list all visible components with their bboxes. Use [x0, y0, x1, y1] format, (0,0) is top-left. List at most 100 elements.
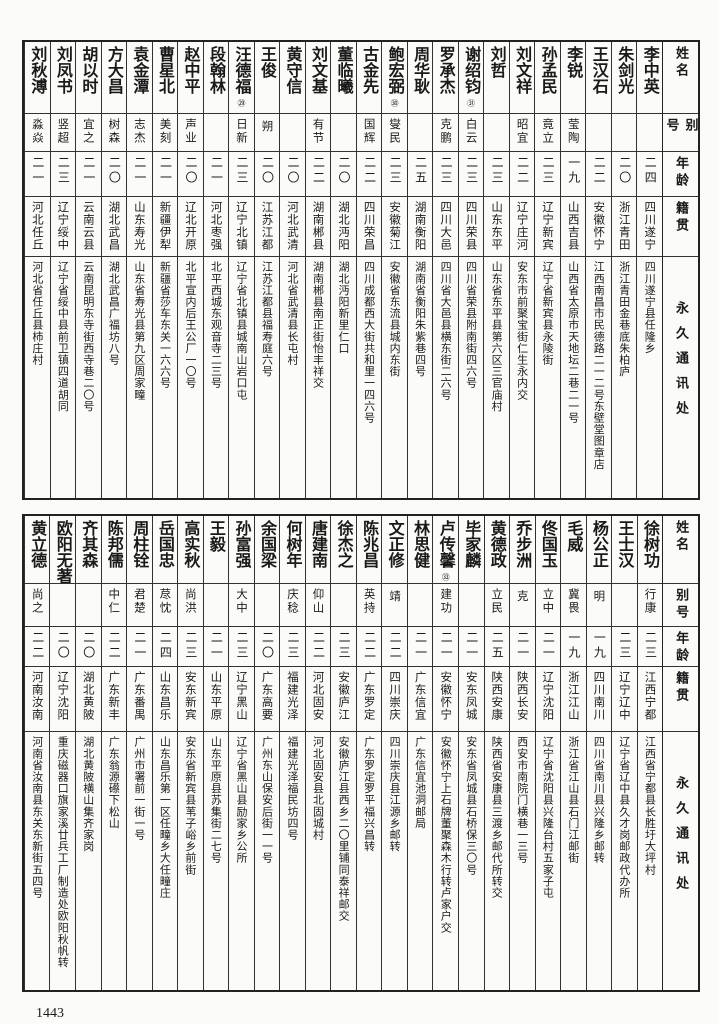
person-column: 余国梁 二〇 广东高要 广州东山保安后街一一号 — [253, 516, 280, 990]
person-column: 欧阳无著 二〇 辽宁沈阳 重庆磁器口旗家溪廿兵工厂制造处欧阳秋帆转 — [49, 516, 75, 990]
alias-cell — [331, 584, 356, 627]
age-cell: 二二 — [356, 152, 382, 197]
hometown-cell: 河北枣强 — [203, 197, 229, 257]
person-column: 袁金潭 志杰 二一 山东寿光 山东省寿光县第九区周家疃 — [126, 42, 152, 498]
hometown-cell: 河北任丘 — [25, 197, 50, 257]
age-text: 二一 — [209, 156, 224, 186]
person-column: 刘秋溥 淼焱 二一 河北任丘 河北省任丘县柿庄村 — [24, 42, 50, 498]
address-text: 北平西城东观音寺二三号 — [209, 261, 223, 389]
address-text: 河北省武清县长屯村 — [286, 261, 300, 366]
alias-cell: 国辉 — [356, 114, 382, 152]
alias-text: 燮民 — [388, 118, 403, 145]
address-cell: 四川省大邑县横东街二六号 — [433, 257, 458, 498]
name-cell: 陈邦儒 — [101, 516, 127, 584]
address-cell: 安徽怀宁上石牌董聚森木行转卢家户交 — [433, 732, 458, 990]
age-cell: 二二 — [305, 627, 331, 667]
age-text: 二三 — [464, 156, 479, 186]
address-text: 四川省荣县附南街四六号 — [464, 261, 478, 389]
alias-cell: 克 — [510, 584, 535, 627]
alias-cell: 立中 — [535, 584, 561, 627]
person-column: 刘哲二三 山东东平山东省东平县第六区三官庙村 — [483, 42, 509, 498]
name-text: 黄立德 — [28, 520, 48, 568]
age-text: 二二 — [592, 156, 607, 186]
person-column: 何树年 庆稔 二三 福建光泽 福建光泽福民坊四号 — [279, 516, 305, 990]
hometown-text: 广东番禺 — [132, 671, 147, 721]
footnote-marker: ㉙ — [237, 99, 246, 108]
hometown-cell: 辽宁沈阳 — [535, 667, 561, 732]
address-text: 新疆省莎车东关一六六号 — [158, 261, 172, 389]
address-text: 北平宣内后王公厂一〇号 — [183, 261, 197, 389]
age-cell: 二三 — [458, 152, 484, 197]
age-text: 二〇 — [286, 156, 301, 186]
age-cell: 二二 — [101, 627, 127, 667]
age-cell: 二三 — [637, 627, 663, 667]
address-cell: 北平西城东观音寺二三号 — [204, 257, 229, 498]
name-text: 岳国忠 — [155, 520, 175, 568]
age-cell: 二三 — [484, 152, 509, 197]
name-text: 孙孟民 — [538, 46, 558, 94]
header-label: 别号 — [663, 118, 698, 135]
hometown-cell: 四川荣昌 — [356, 197, 382, 257]
hometown-text: 四川荣昌 — [362, 201, 377, 251]
alias-text: 国辉 — [362, 118, 377, 145]
hometown-cell: 陕西长安 — [510, 667, 535, 732]
address-cell: 广州市署前一街一号 — [127, 732, 152, 990]
address-cell: 广东信宜池洞邮局 — [408, 732, 433, 990]
name-text: 孙富强 — [232, 520, 252, 568]
name-text: 周柱铨 — [130, 520, 150, 568]
hometown-text: 安徽菊江 — [388, 201, 403, 251]
name-cell: 刘哲 — [484, 42, 509, 114]
address-text: 山东省东平县第六区三官庙村 — [490, 261, 504, 412]
hometown-text: 浙江青田 — [617, 201, 632, 251]
address-text: 安徽庐江县西乡二〇里铺同泰祥邮交 — [337, 736, 351, 922]
age-cell: 二一 — [510, 627, 535, 667]
person-column: 毕家麟 二一 安东凤城 安东省凤城县石桥保三〇号 — [457, 516, 484, 990]
name-text: 齐其森 — [79, 520, 99, 568]
address-cell: 湖北武昌广福坊八号 — [102, 257, 127, 498]
name-cell: 毕家麟 — [458, 516, 484, 584]
hometown-text: 辽宁绥中 — [56, 201, 71, 251]
age-text: 二〇 — [260, 631, 275, 661]
person-column: 李中英 二四 四川遂宁 四川遂宁县任隆乡 — [636, 42, 662, 498]
name-text: 黄守信 — [283, 46, 303, 94]
name-text: 乔步洲 — [513, 520, 533, 568]
header-cell-address: 永久通讯处 — [663, 257, 698, 498]
person-column: 周华耿 二五 湖南衡阳 湖南省衡阳朱紫巷四号 — [406, 42, 433, 498]
hometown-cell: 广东信宜 — [407, 667, 433, 732]
name-cell: 岳国忠 — [152, 516, 178, 584]
alias-cell — [612, 584, 637, 627]
name-cell: 刘文祥 — [509, 42, 535, 114]
age-text: 二一 — [541, 631, 556, 661]
address-text: 广东翁源礤下松山 — [107, 736, 121, 829]
age-cell: 二三 — [382, 152, 407, 197]
age-cell: 二一 — [203, 627, 229, 667]
hometown-cell: 湖南衡阳 — [407, 197, 433, 257]
alias-cell: 燮民 — [382, 114, 407, 152]
name-text: 罗承杰 — [436, 46, 456, 94]
alias-cell: 庆稔 — [280, 584, 305, 627]
name-cell: 曹星北 — [152, 42, 178, 114]
hometown-text: 四川南川 — [592, 671, 607, 721]
alias-cell: 美刻 — [152, 114, 178, 152]
hometown-cell: 辽宁绥中 — [50, 197, 76, 257]
hometown-cell: 山东东平 — [484, 197, 509, 257]
age-text: 二二 — [515, 156, 530, 186]
hometown-cell: 湖北武昌 — [101, 197, 127, 257]
alias-cell: 树森 — [101, 114, 127, 152]
name-cell: 孙孟民 — [535, 42, 560, 114]
hometown-cell: 湖北黄陂 — [76, 667, 101, 732]
hometown-text: 湖北武昌 — [107, 201, 122, 251]
hometown-text: 云南云县 — [81, 201, 96, 251]
hometown-text: 辽北开原 — [183, 201, 198, 251]
alias-cell: 竟立 — [535, 114, 560, 152]
address-cell: 四川遂宁县任隆乡 — [637, 257, 662, 498]
address-cell: 辽宁省沈阳县兴隆台村五家子屯 — [536, 732, 561, 990]
name-cell: 赵中平 — [178, 42, 203, 114]
name-cell: 何树年 — [280, 516, 305, 584]
address-cell: 北平宣内后王公厂一〇号 — [178, 257, 203, 498]
alias-text: 志杰 — [132, 118, 147, 145]
alias-cell: 立民 — [484, 584, 510, 627]
name-text: 李中英 — [640, 46, 660, 94]
